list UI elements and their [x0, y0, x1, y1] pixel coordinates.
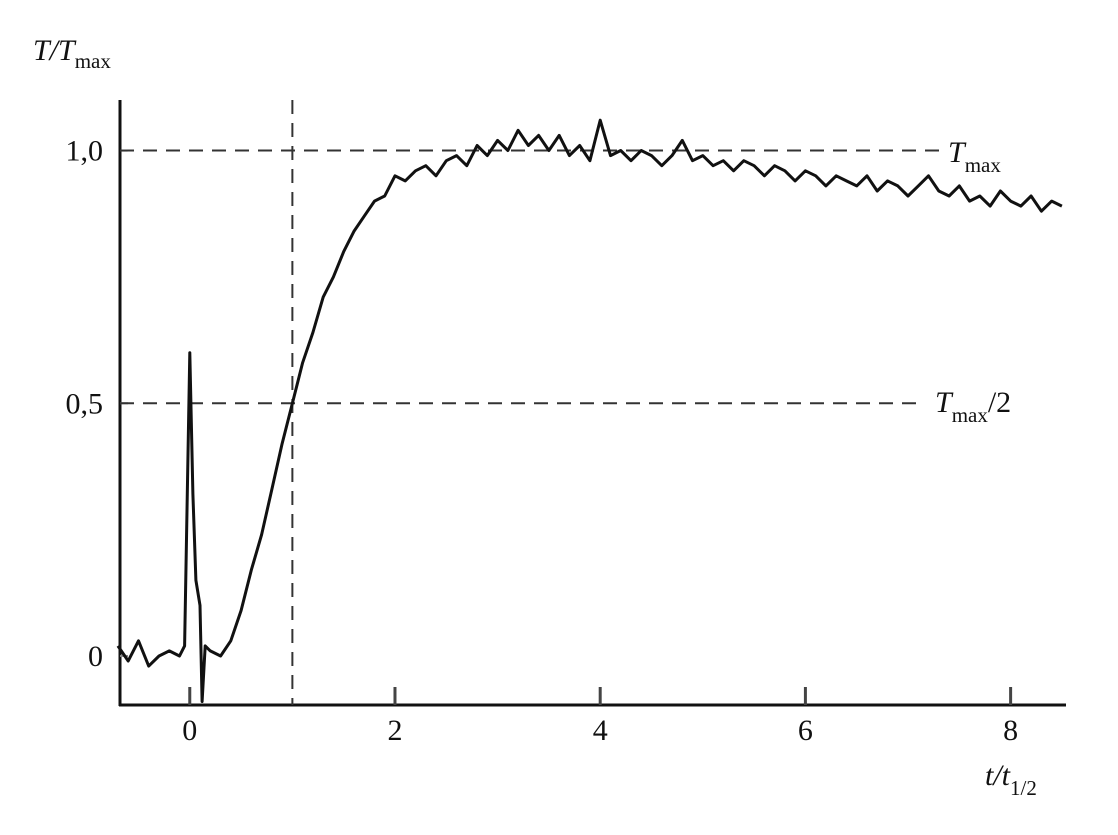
x-label-sub: 1/2 [1010, 776, 1037, 800]
x-tick-label: 8 [1003, 714, 1018, 747]
y-tick-label: 0 [88, 640, 103, 673]
annotation: Tmax/2 [935, 386, 1011, 427]
y-axis-label: T/Tmax [33, 34, 111, 73]
x-tick-label: 4 [593, 714, 608, 747]
y-tick-label: 1,0 [66, 135, 104, 168]
x-label-main: t/t [985, 759, 1011, 792]
annotation-suffix: /2 [988, 386, 1011, 419]
x-tick-label: 6 [798, 714, 813, 747]
x-tick-label: 0 [182, 714, 197, 747]
x-axis-label: t/t1/2 [985, 759, 1037, 800]
y-tick-label: 0,5 [66, 387, 104, 420]
data-line [116, 118, 1063, 703]
y-label-main: T/T [33, 34, 77, 67]
y-label-sub: max [75, 49, 112, 73]
x-tick-label: 2 [387, 714, 402, 747]
annotation-main: T [948, 136, 967, 169]
annotation: Tmax [948, 136, 1001, 177]
annotation-sub: max [965, 153, 1002, 177]
annotation-main: T [935, 386, 954, 419]
annotation-sub: max [952, 403, 989, 427]
